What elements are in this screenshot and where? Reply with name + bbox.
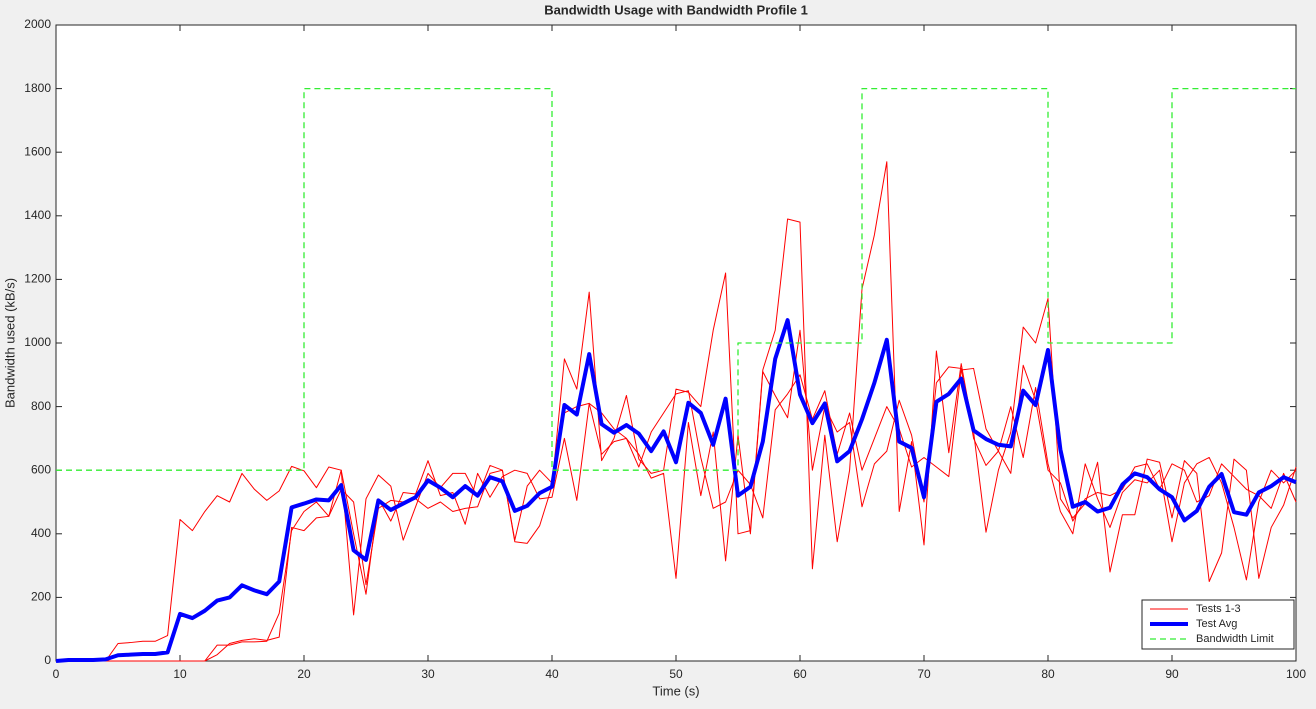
y-tick-label: 200 (31, 590, 51, 604)
y-tick-label: 1400 (24, 208, 51, 222)
legend-label: Bandwidth Limit (1196, 633, 1274, 645)
x-tick-label: 80 (1041, 667, 1055, 681)
x-tick-label: 100 (1286, 667, 1306, 681)
y-tick-label: 2000 (24, 17, 51, 31)
y-tick-label: 1600 (24, 144, 51, 158)
series-line (55, 318, 1297, 663)
y-tick-label: 0 (44, 653, 51, 667)
legend-label: Tests 1-3 (1196, 603, 1241, 615)
y-tick-label: 1200 (24, 272, 51, 286)
y-tick-label: 1000 (24, 335, 51, 349)
x-tick-label: 30 (421, 667, 435, 681)
series-line (56, 87, 1296, 471)
y-tick-label: 600 (31, 462, 51, 476)
x-tick-label: 50 (669, 667, 683, 681)
x-tick-label: 20 (297, 667, 311, 681)
x-tick-label: 90 (1165, 667, 1179, 681)
x-axis-label: Time (s) (652, 683, 699, 698)
x-tick-label: 10 (173, 667, 187, 681)
legend-label: Test Avg (1196, 618, 1237, 630)
series-line (56, 329, 1297, 662)
x-tick-label: 40 (545, 667, 559, 681)
y-tick-label: 1800 (24, 81, 51, 95)
x-tick-label: 60 (793, 667, 807, 681)
y-tick-label: 800 (31, 399, 51, 413)
chart-title: Bandwidth Usage with Bandwidth Profile 1 (544, 2, 808, 17)
series-line (56, 364, 1297, 662)
series-line (56, 161, 1297, 662)
x-tick-label: 70 (917, 667, 931, 681)
y-axis-label: Bandwidth used (kB/s) (2, 278, 17, 408)
y-tick-label: 400 (31, 526, 51, 540)
x-tick-label: 0 (53, 667, 60, 681)
